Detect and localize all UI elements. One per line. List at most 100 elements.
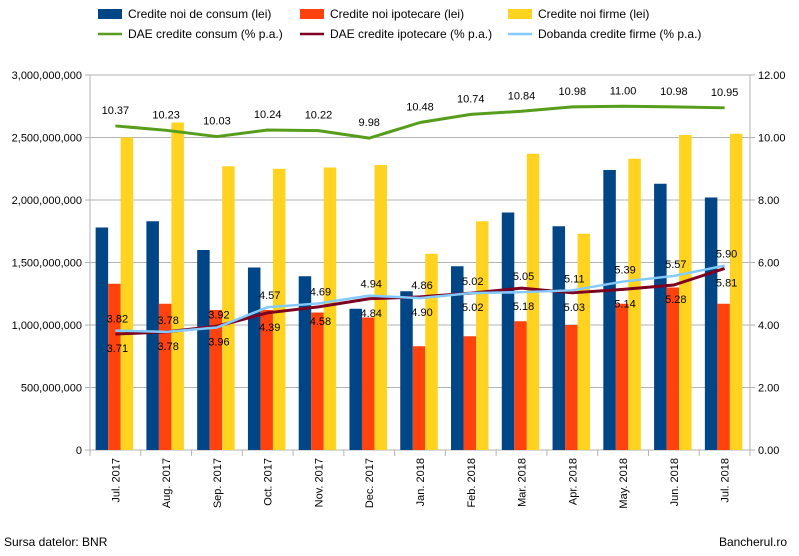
data-label: 5.39 (614, 265, 635, 277)
data-label: 10.37 (102, 105, 130, 117)
x-tick-label: Jun. 2018 (669, 458, 681, 506)
chart: 0 500,000,000 1,000,000,000 1,500,000,000 2,… (12, 7, 786, 509)
bar (526, 153, 540, 450)
y-right-tick-label: 8.00 (758, 195, 779, 207)
bar (501, 212, 515, 450)
bar (615, 303, 629, 450)
x-tick-label: Mar. 2018 (517, 458, 529, 507)
data-label: 4.84 (361, 308, 382, 320)
bar (146, 221, 159, 450)
series-line (115, 264, 725, 334)
x-tick-label: Apr. 2018 (567, 458, 579, 505)
bar (552, 226, 566, 450)
data-label: 3.96 (208, 337, 229, 349)
data-label: 3.78 (157, 315, 178, 327)
bar (374, 165, 387, 450)
data-label: 11.00 (610, 85, 637, 97)
axes: 0 500,000,000 1,000,000,000 1,500,000,000 2,… (12, 70, 786, 509)
data-label: 5.05 (513, 271, 534, 283)
data-label: 10.22 (305, 110, 333, 122)
bar (120, 137, 134, 450)
bar (729, 133, 743, 450)
bar (108, 283, 121, 450)
legend-swatch (98, 9, 122, 19)
data-label: 10.95 (711, 87, 739, 99)
bar (171, 122, 184, 450)
data-label: 5.90 (716, 249, 737, 261)
data-label: 4.90 (411, 307, 432, 319)
brand-name: Bancherul.ro (718, 535, 787, 549)
data-label: 4.57 (259, 290, 280, 302)
lines (115, 104, 726, 336)
x-tick-label: May. 2018 (618, 458, 630, 509)
data-label: 5.81 (716, 277, 737, 289)
data-label: 5.18 (513, 301, 534, 313)
x-tick-label: Oct. 2017 (263, 458, 275, 506)
y-right-tick-label: 4.00 (758, 320, 779, 332)
bar (451, 266, 464, 450)
x-tick-label: Feb. 2018 (466, 458, 478, 508)
data-label: 10.98 (559, 86, 587, 98)
data-labels: 10.37 10.23 10.03 10.24 10.22 9.98 10.48 10.74 1… (102, 85, 739, 355)
bar (603, 170, 616, 450)
data-label: 9.98 (359, 117, 380, 129)
bar (197, 250, 210, 450)
bar (361, 317, 375, 450)
legend-label: Credite noi ipotecare (lei) (330, 7, 464, 21)
data-label: 3.71 (107, 343, 128, 355)
y-left-tick-label: 1,000,000,000 (12, 320, 82, 332)
data-label: 4.86 (411, 280, 432, 292)
legend: Credite noi de consum (lei) Credite noi i… (98, 7, 701, 41)
data-label: 5.02 (462, 302, 483, 314)
data-label: 4.69 (310, 286, 331, 298)
data-label: 10.84 (508, 90, 536, 102)
bar (514, 321, 527, 450)
data-label: 10.74 (457, 93, 485, 105)
bar (311, 312, 324, 450)
bar (679, 135, 692, 450)
y-left-tick-label: 1,500,000,000 (12, 258, 82, 270)
bar (260, 310, 273, 450)
bar (349, 308, 362, 450)
bar (577, 233, 591, 450)
data-label: 5.03 (564, 302, 585, 314)
bar (323, 167, 337, 450)
bar (666, 287, 680, 450)
bar (272, 168, 286, 450)
data-label: 10.23 (152, 109, 180, 121)
bar (425, 253, 438, 450)
data-label: 10.03 (203, 116, 231, 128)
data-label: 10.24 (254, 109, 282, 121)
bar (222, 166, 235, 450)
bar (704, 197, 718, 450)
series-line (115, 104, 725, 140)
data-label: 5.28 (665, 294, 686, 306)
data-label: 3.78 (157, 341, 178, 353)
y-right-tick-label: 0.00 (758, 445, 779, 457)
y-right-tick-label: 10.00 (758, 133, 786, 145)
legend-swatch (300, 9, 324, 19)
y-left-tick-label: 2,500,000,000 (12, 133, 82, 145)
bar (717, 303, 730, 450)
legend-label: DAE credite consum (% p.a.) (128, 27, 283, 41)
y-right-tick-label: 12.00 (758, 70, 786, 82)
data-label: 3.82 (107, 314, 128, 326)
y-right-tick-label: 6.00 (758, 258, 779, 270)
data-label: 5.57 (665, 259, 686, 271)
bar (463, 336, 477, 450)
legend-label: Credite noi firme (lei) (538, 7, 649, 21)
y-left-tick-label: 2,000,000,000 (12, 195, 82, 207)
bar (628, 158, 641, 450)
bar (400, 291, 413, 450)
x-tick-label: Jul. 2018 (720, 458, 732, 503)
data-label: 4.94 (361, 279, 382, 291)
y-right-tick-label: 2.00 (758, 383, 779, 395)
x-tick-label: Dec. 2017 (364, 458, 376, 508)
data-label: 4.39 (259, 322, 280, 334)
bar (298, 276, 312, 450)
legend-swatch (508, 9, 532, 19)
legend-label: DAE credite ipotecare (% p.a.) (330, 27, 492, 41)
bar (476, 221, 489, 450)
bar (158, 303, 172, 450)
